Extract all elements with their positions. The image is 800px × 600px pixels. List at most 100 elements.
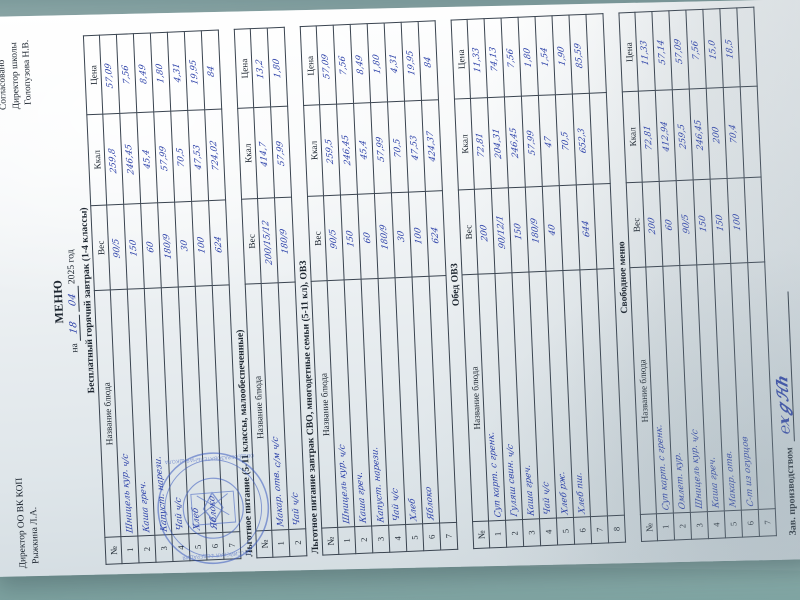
cell-price-text: 1,54 (539, 46, 552, 68)
cell-weight-text: 180/9 (378, 223, 391, 251)
header-left-block: Директор ОО ВК КОП Рыжкина Л.А. (14, 477, 43, 569)
dish-name-suffix: с/м ч/с (270, 435, 284, 469)
cell-kcal-text: 70,5 (560, 130, 572, 152)
dish-name-suffix: ч/с (337, 443, 349, 459)
dish-name-suffix: ч/с (690, 428, 702, 444)
date-year-suffix: 2025 год (65, 249, 78, 285)
cell-row-number: 7 (758, 508, 777, 537)
cell-kcal-text: 414,7 (258, 140, 271, 168)
column-header-num: № (104, 536, 123, 565)
cell-row-number: 5 (405, 523, 424, 552)
cell-price-text: 57,09 (673, 38, 686, 65)
cell-kcal-text: 259,5 (324, 138, 337, 165)
cell-weight-text: 90/5 (111, 238, 123, 260)
menu-table: № Название блюда Вес Ккал Цена 1 Суп карт. с г… (618, 7, 777, 542)
dish-name-text: С-т из огурцов (740, 435, 757, 508)
dish-name-text: Макар. отв. (271, 469, 287, 528)
cell-kcal-text: 246,45 (693, 119, 707, 152)
dish-name-suffix: ч/с (290, 491, 302, 507)
cell-price-text: 57,09 (320, 53, 333, 80)
dish-name-text: Шницель кур. (689, 444, 706, 510)
header-right-block: Согласовано Директор школы Голопузова Н.… (0, 38, 36, 111)
cell-price-text: 57,14 (656, 38, 669, 66)
cell-kcal (589, 92, 611, 184)
dish-name-suffix: ч/с (173, 496, 185, 512)
cell-price: 84 (418, 20, 439, 101)
date-month-field: 04 (66, 286, 80, 313)
dish-name-text: Чай (541, 496, 554, 516)
cell-weight-text: 90/5 (680, 213, 693, 235)
cell-weight-text: 30 (179, 239, 191, 253)
cell-row-number: 1 (488, 520, 507, 548)
production-manager-signature-line: ℮xℊℋℎ (773, 291, 795, 442)
cell-row-number: 2 (288, 528, 307, 557)
cell-weight-text: 200/15/12 (261, 219, 275, 266)
cell-row-number: 1 (120, 535, 140, 564)
cell-price: 1,80 (267, 27, 288, 108)
cell-weight-text: 40 (547, 223, 559, 237)
date-prefix: на (69, 343, 81, 353)
dish-name-text: Каша греч. (522, 463, 538, 517)
cell-kcal-text: 246,45 (508, 127, 522, 160)
cell-weight-text: 100 (731, 213, 744, 232)
cell-weight-text: 150 (697, 214, 710, 233)
column-header-num: № (472, 520, 490, 549)
dish-name-text: Чай (390, 503, 403, 523)
cell-row-number: 5 (724, 510, 743, 538)
dish-name-text: Суп карт. с гренк. (486, 430, 504, 519)
dish-name-text: Шницель кур. (120, 468, 136, 534)
cell-price-text: 4,31 (388, 53, 401, 75)
cell-weight-text: 624 (430, 225, 442, 245)
cell-row-number: 2 (354, 525, 373, 554)
cell-kcal (740, 86, 762, 178)
document-body: РОССИЙСКАЯ ФЕДЕРАЦИЯ ОБЩЕОБРАЗОВАТЕЛЬНАЯ… (0, 7, 799, 569)
column-header-num: № (640, 513, 658, 542)
cell-price-text: 7,56 (690, 40, 703, 62)
cell-weight-text: 180/9 (529, 217, 542, 245)
cell-kcal-text: 412,94 (659, 120, 673, 153)
cell-kcal-text: 246,45 (340, 134, 354, 167)
cell-weight: 180/9 (274, 196, 296, 284)
svg-text:РОССИЙСКАЯ ФЕДЕРАЦИЯ: РОССИЙСКАЯ ФЕДЕРАЦИЯ (182, 549, 252, 561)
cell-price-text: 8,49 (137, 63, 150, 85)
cell-weight-text: 60 (664, 218, 676, 232)
cell-price-text: 13,2 (254, 58, 267, 80)
cell-price (586, 13, 607, 94)
cell-price-text: 1,90 (556, 46, 569, 67)
rotated-document: РОССИЙСКАЯ ФЕДЕРАЦИЯ ОБЩЕОБРАЗОВАТЕЛЬНАЯ… (0, 7, 799, 569)
cell-row-number: 7 (590, 515, 609, 544)
cell-price-text: 74,13 (488, 46, 501, 73)
cell-kcal-text: 47,53 (408, 134, 422, 161)
paper-sheet: РОССИЙСКАЯ ФЕДЕРАЦИЯ ОБЩЕОБРАЗОВАТЕЛЬНАЯ… (0, 0, 800, 577)
cell-weight-text: 624 (213, 235, 225, 254)
cell-kcal-text: 57,99 (275, 140, 288, 167)
cell-kcal-text: 47 (543, 135, 555, 149)
dish-name-text: Каша греч. (707, 455, 722, 509)
dish-name-text: Гуляш свин. (505, 458, 521, 518)
cell-row-number: 7 (439, 522, 458, 551)
dish-name-text: Каша греч. (354, 470, 370, 524)
cell-row-number: 6 (741, 509, 760, 538)
cell-weight: 624 (425, 190, 447, 277)
school-stamp-icon: РОССИЙСКАЯ ФЕДЕРАЦИЯ ОБЩЕОБРАЗОВАТЕЛЬНАЯ… (157, 452, 270, 565)
cell-kcal-text: 200 (711, 125, 723, 144)
cell-kcal-text: 246,45 (123, 143, 137, 176)
dish-name-text: Чай (290, 507, 303, 527)
dish-name-text: Омлет. кур. (673, 451, 689, 511)
cell-kcal-text: 259,5 (676, 122, 689, 150)
cell-kcal-text: 724,02 (208, 140, 222, 173)
cell-price-text: 85,59 (573, 42, 586, 69)
cell-row-number: 1 (656, 512, 675, 541)
cell-row-number: 2 (137, 535, 157, 563)
cell-price-text: 7,56 (120, 64, 133, 86)
cell-row-number: 3 (522, 518, 541, 547)
dish-name-text: Хлеб рж. (557, 470, 571, 516)
cell-price-text: 15,0 (707, 39, 720, 61)
dish-name-text: Хлеб (190, 507, 203, 531)
cell-price: 84 (201, 30, 222, 110)
cell-weight-text: 150 (128, 238, 140, 257)
cell-weight-text: 200 (479, 223, 491, 242)
cell-price-text: 11,33 (639, 39, 652, 67)
cell-weight-text: 60 (145, 240, 157, 254)
